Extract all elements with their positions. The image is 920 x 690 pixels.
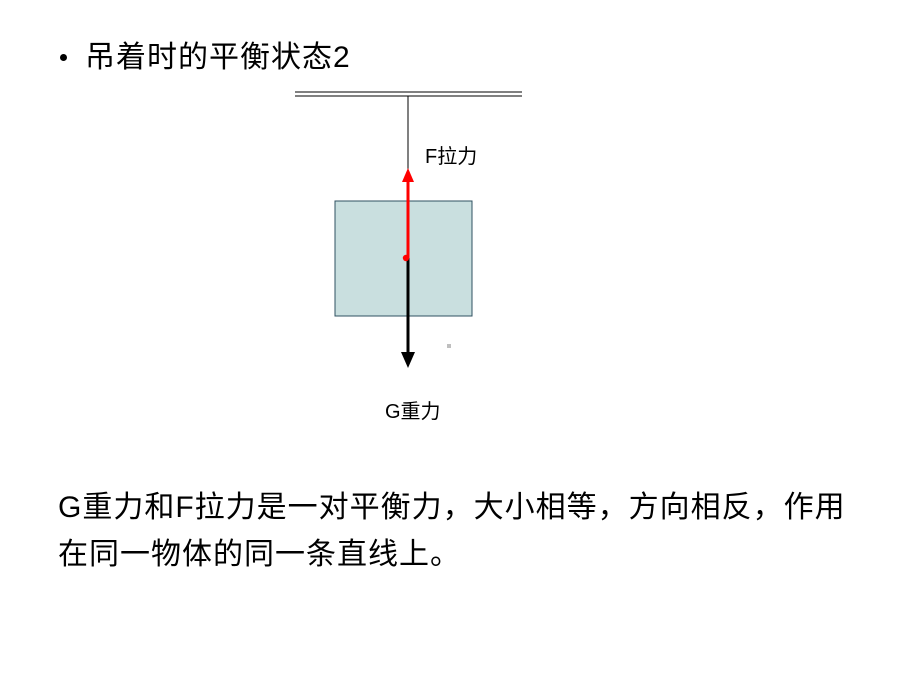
- gravity-label: G重力: [385, 395, 441, 424]
- page-marker-dot: [447, 344, 451, 348]
- conclusion-text: G重力和F拉力是一对平衡力，大小相等，方向相反，作用在同一物体的同一条直线上。: [58, 485, 862, 578]
- page-marker-icon: [440, 337, 458, 355]
- gravity-arrow-head: [401, 352, 415, 368]
- force-diagram: [0, 0, 920, 460]
- tension-label: F拉力: [425, 140, 477, 169]
- slide: 吊着时的平衡状态2 F拉力 G重力 G重力和F拉力是一对平衡力，大小相等，方向相…: [0, 0, 920, 690]
- tension-arrow-head: [402, 168, 414, 182]
- center-dot: [403, 255, 409, 261]
